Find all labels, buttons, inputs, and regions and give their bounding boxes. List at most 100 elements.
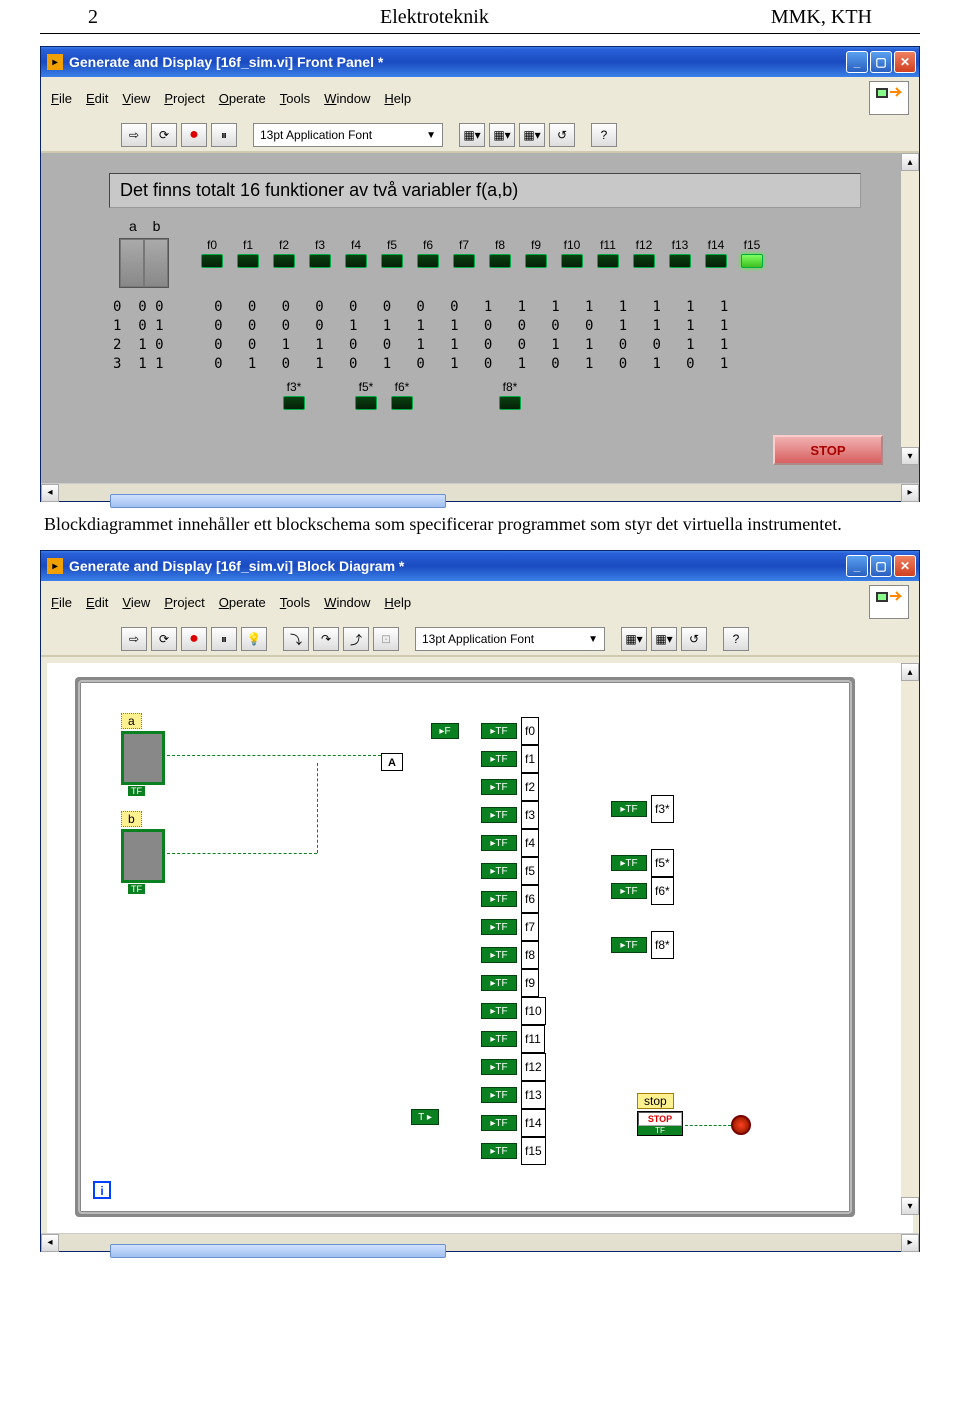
loop-condition[interactable]	[731, 1115, 751, 1135]
scroll-up-icon[interactable]: ▴	[901, 153, 919, 171]
indicator-f3*[interactable]: ▸TFf3*	[611, 795, 674, 823]
resize-button[interactable]: ↺	[549, 123, 575, 147]
menu-tools[interactable]: Tools	[280, 91, 310, 106]
menu-view[interactable]: View	[122, 595, 150, 610]
menu-project[interactable]: Project	[164, 595, 204, 610]
stop-control[interactable]: STOP TF	[637, 1111, 683, 1136]
minimize-button[interactable]: _	[846, 555, 868, 577]
indicator-f4[interactable]: ▸TFf4	[481, 829, 546, 857]
font-select[interactable]: 13pt Application Font ▼	[253, 123, 443, 147]
indicator-f5*[interactable]: ▸TFf5*	[611, 849, 674, 877]
vi-icon[interactable]	[869, 81, 909, 115]
scroll-right-icon[interactable]: ▸	[901, 484, 919, 502]
maximize-button[interactable]: ▢	[870, 51, 892, 73]
menu-tools[interactable]: Tools	[280, 595, 310, 610]
led-f5: f5	[377, 238, 407, 268]
indicator-f11[interactable]: ▸TFf11	[481, 1025, 546, 1053]
a-operator[interactable]: A	[381, 753, 403, 771]
indicator-f1[interactable]: ▸TFf1	[481, 745, 546, 773]
indicator-f8*[interactable]: ▸TFf8*	[611, 931, 674, 959]
minimize-button[interactable]: _	[846, 51, 868, 73]
maximize-button[interactable]: ▢	[870, 555, 892, 577]
scroll-left-icon[interactable]: ◂	[41, 1234, 59, 1252]
menu-edit[interactable]: Edit	[86, 91, 108, 106]
pause-button[interactable]: ⏸	[211, 627, 237, 651]
run-button[interactable]: ⇨	[121, 123, 147, 147]
menu-operate[interactable]: Operate	[219, 595, 266, 610]
indicator-f7[interactable]: ▸TFf7	[481, 913, 546, 941]
titlebar[interactable]: ▸ Generate and Display [16f_sim.vi] Fron…	[41, 47, 919, 77]
indicator-f14[interactable]: ▸TFf14	[481, 1109, 546, 1137]
indicator-f13[interactable]: ▸TFf13	[481, 1081, 546, 1109]
indicator-f5[interactable]: ▸TFf5	[481, 857, 546, 885]
control-a[interactable]	[121, 731, 165, 785]
scroll-down-icon[interactable]: ▾	[901, 1197, 919, 1215]
stop-button[interactable]: STOP	[773, 435, 883, 465]
indicator-f12[interactable]: ▸TFf12	[481, 1053, 546, 1081]
reorder-button[interactable]: ↺	[681, 627, 707, 651]
step-over-button[interactable]: ↷	[313, 627, 339, 651]
indicator-f3[interactable]: ▸TFf3	[481, 801, 546, 829]
menu-window[interactable]: Window	[324, 91, 370, 106]
indicator-f8[interactable]: ▸TFf8	[481, 941, 546, 969]
titlebar[interactable]: ▸ Generate and Display [16f_sim.vi] Bloc…	[41, 551, 919, 581]
iteration-terminal[interactable]: i	[93, 1181, 111, 1199]
distribute-button[interactable]: ▦▾	[489, 123, 515, 147]
align-button[interactable]: ▦▾	[459, 123, 485, 147]
retain-button[interactable]: ⊡	[373, 627, 399, 651]
close-button[interactable]: ✕	[894, 555, 916, 577]
led-f1: f1	[233, 238, 263, 268]
menu-window[interactable]: Window	[324, 595, 370, 610]
indicator-f2[interactable]: ▸TFf2	[481, 773, 546, 801]
block-diagram-canvas[interactable]: a b A ▸F	[47, 663, 913, 1233]
control-b[interactable]	[121, 829, 165, 883]
help-button[interactable]: ?	[591, 123, 617, 147]
horizontal-scrollbar[interactable]: ◂ ▸	[41, 1233, 919, 1251]
f-terminal[interactable]: ▸F	[431, 723, 459, 739]
highlight-button[interactable]: 💡	[241, 627, 267, 651]
scroll-thumb[interactable]	[110, 1244, 447, 1258]
menu-file[interactable]: File	[51, 91, 72, 106]
indicator-f9[interactable]: ▸TFf9	[481, 969, 546, 997]
indicator-f10[interactable]: ▸TFf10	[481, 997, 546, 1025]
menu-project[interactable]: Project	[164, 91, 204, 106]
while-loop[interactable]: a b A ▸F	[75, 677, 855, 1217]
indicator-f15[interactable]: ▸TFf15	[481, 1137, 546, 1165]
led-indicator	[237, 254, 259, 268]
page-center: Elektroteknik	[380, 6, 489, 29]
reorder-button[interactable]: ▦▾	[519, 123, 545, 147]
menu-help[interactable]: Help	[384, 595, 411, 610]
run-button[interactable]: ⇨	[121, 627, 147, 651]
abort-button[interactable]: ●	[181, 123, 207, 147]
vertical-scrollbar[interactable]: ▴ ▾	[901, 663, 919, 1215]
indicator-f6[interactable]: ▸TFf6	[481, 885, 546, 913]
scroll-right-icon[interactable]: ▸	[901, 1234, 919, 1252]
scroll-up-icon[interactable]: ▴	[901, 663, 919, 681]
scroll-thumb[interactable]	[110, 494, 447, 508]
align-button[interactable]: ▦▾	[621, 627, 647, 651]
run-continuous-button[interactable]: ⟳	[151, 627, 177, 651]
input-switches[interactable]	[119, 238, 169, 288]
close-button[interactable]: ✕	[894, 51, 916, 73]
indicator-f0[interactable]: ▸TFf0	[481, 717, 546, 745]
indicator-f6*[interactable]: ▸TFf6*	[611, 877, 674, 905]
true-constant[interactable]: T ▸	[411, 1109, 439, 1125]
horizontal-scrollbar[interactable]: ◂ ▸	[41, 483, 919, 501]
menu-edit[interactable]: Edit	[86, 595, 108, 610]
vi-icon[interactable]	[869, 585, 909, 619]
menu-view[interactable]: View	[122, 91, 150, 106]
help-button[interactable]: ?	[723, 627, 749, 651]
pause-button[interactable]: ⏸	[211, 123, 237, 147]
font-select[interactable]: 13pt Application Font ▼	[415, 627, 605, 651]
step-out-button[interactable]: ⤴	[343, 627, 369, 651]
menu-operate[interactable]: Operate	[219, 91, 266, 106]
abort-button[interactable]: ●	[181, 627, 207, 651]
menu-file[interactable]: File	[51, 595, 72, 610]
menu-help[interactable]: Help	[384, 91, 411, 106]
vertical-scrollbar[interactable]: ▴ ▾	[901, 153, 919, 465]
distribute-button[interactable]: ▦▾	[651, 627, 677, 651]
scroll-left-icon[interactable]: ◂	[41, 484, 59, 502]
scroll-down-icon[interactable]: ▾	[901, 447, 919, 465]
step-into-button[interactable]: ⤵	[283, 627, 309, 651]
run-continuous-button[interactable]: ⟳	[151, 123, 177, 147]
